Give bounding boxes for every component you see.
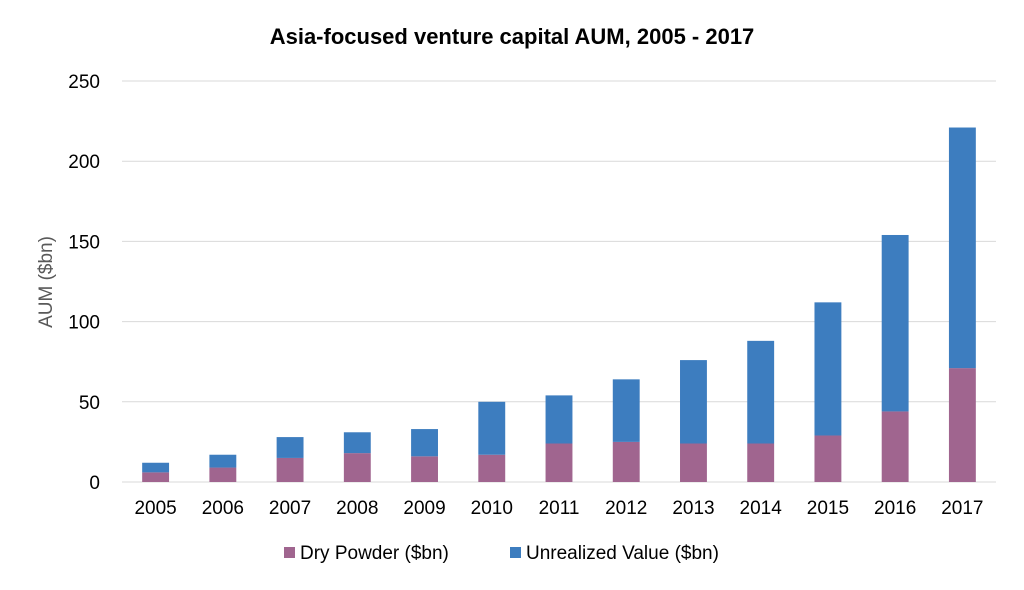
bar-unrealized-value-2009 <box>411 429 438 457</box>
bar-unrealized-value-2012 <box>612 379 640 442</box>
bar-unrealized-value-2008 <box>343 432 371 454</box>
x-tick-label: 2010 <box>471 498 513 519</box>
bar-dry-powder-2010 <box>478 454 506 482</box>
x-tick-label: 2008 <box>336 498 378 519</box>
x-tick-label: 2017 <box>941 498 983 519</box>
legend: Dry Powder ($bn) Unrealized Value ($bn) <box>284 543 719 564</box>
x-tick-label: 2006 <box>202 498 244 519</box>
y-tick-label: 200 <box>68 152 100 173</box>
bar-unrealized-value-2013 <box>680 360 707 444</box>
x-tick-label: 2012 <box>605 498 647 519</box>
y-axis-label: AUM ($bn) <box>36 236 57 328</box>
bar-dry-powder-2008 <box>343 453 371 482</box>
bar-unrealized-value-2006 <box>209 454 237 468</box>
bar-dry-powder-2012 <box>612 441 640 482</box>
bar-unrealized-value-2014 <box>747 340 775 444</box>
bar-unrealized-value-2007 <box>276 437 304 458</box>
y-axis-ticks: 0 50 100 150 200 250 <box>68 72 100 494</box>
y-tick-label: 50 <box>79 393 100 414</box>
bar-dry-powder-2007 <box>276 457 304 482</box>
bar-unrealized-value-2017 <box>948 127 976 369</box>
bar-unrealized-value-2005 <box>142 462 170 473</box>
x-tick-label: 2016 <box>874 498 916 519</box>
y-tick-label: 100 <box>68 313 100 334</box>
bar-dry-powder-2015 <box>814 435 842 482</box>
gridlines <box>122 80 996 483</box>
bar-dry-powder-2006 <box>209 467 237 482</box>
x-tick-label: 2005 <box>134 498 176 519</box>
x-tick-label: 2013 <box>672 498 714 519</box>
x-axis-ticks: 2005 2006 2007 2008 2009 2010 2011 2012 2013 2014… <box>134 498 983 519</box>
y-tick-label: 0 <box>89 473 100 494</box>
bar-dry-powder-2005 <box>142 472 170 482</box>
x-tick-label: 2015 <box>807 498 849 519</box>
bar-dry-powder-2014 <box>747 443 775 482</box>
y-tick-label: 150 <box>68 232 100 253</box>
bar-unrealized-value-2015 <box>814 302 842 436</box>
bar-dry-powder-2013 <box>680 443 707 482</box>
chart-title: Asia-focused venture capital AUM, 2005 -… <box>270 24 755 49</box>
legend-label: Dry Powder ($bn) <box>300 543 449 564</box>
x-tick-label: 2007 <box>269 498 311 519</box>
bar-unrealized-value-2011 <box>545 395 573 444</box>
x-tick-label: 2009 <box>403 498 445 519</box>
bar-dry-powder-2017 <box>948 368 976 482</box>
bar-dry-powder-2011 <box>545 443 573 482</box>
legend-swatch <box>510 547 521 558</box>
x-tick-label: 2014 <box>740 498 783 519</box>
bar-unrealized-value-2010 <box>478 401 506 455</box>
legend-swatch <box>284 547 295 558</box>
bar-dry-powder-2009 <box>411 456 438 482</box>
bar-unrealized-value-2016 <box>881 234 909 412</box>
x-tick-label: 2011 <box>539 498 580 519</box>
bars <box>142 127 976 482</box>
bar-dry-powder-2016 <box>881 411 909 482</box>
legend-label: Unrealized Value ($bn) <box>526 543 719 564</box>
y-tick-label: 250 <box>68 72 100 93</box>
